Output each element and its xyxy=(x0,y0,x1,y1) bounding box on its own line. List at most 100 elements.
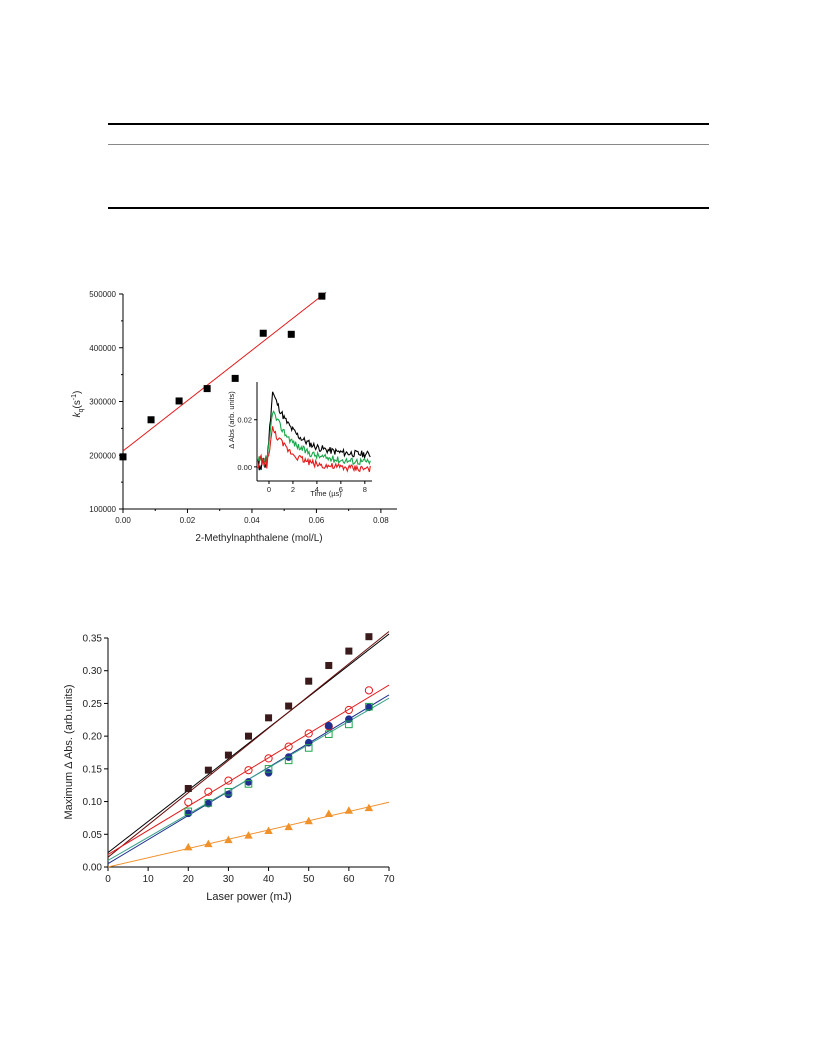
c1-inset-trace-green xyxy=(257,410,371,466)
c2-point xyxy=(224,776,233,785)
c2-x-tick-label: 10 xyxy=(143,874,155,885)
c2-point xyxy=(345,647,353,655)
c2-point xyxy=(284,742,293,751)
c1-point xyxy=(147,416,155,424)
c1-inset-y-tick-label: 0.00 xyxy=(237,463,252,472)
c1-y-axis-subscript: q xyxy=(78,408,85,412)
c1-y-tick-label: 300000 xyxy=(89,398,116,407)
c1-y-tick-label: 400000 xyxy=(89,344,116,353)
c1-inset-trace-red xyxy=(257,426,371,473)
c2-point xyxy=(184,807,193,816)
c1-fit-line xyxy=(122,291,327,452)
c1-point xyxy=(175,397,183,405)
c1-x-tick-label: 0.08 xyxy=(373,516,389,525)
c1-axes xyxy=(122,294,397,510)
c2-x-tick-label: 40 xyxy=(263,874,275,885)
c1-inset-x-axis-label: Time (µs) xyxy=(310,489,342,498)
c2-point xyxy=(224,787,233,796)
c2-x-tick-label: 50 xyxy=(303,874,315,885)
c2-point xyxy=(284,822,293,831)
c1-point xyxy=(318,292,326,300)
c1-inset-x-tick-label: 0 xyxy=(267,485,271,494)
c1-ticks: 0.00 0.02 0.04 0.06 0.0810000020000030000040… xyxy=(89,290,389,525)
c2-point xyxy=(324,721,333,730)
c2-point xyxy=(244,831,253,839)
c2-point xyxy=(344,806,354,814)
c2-ticks: 0 10 20 30 40 50 60 70 0.00 0.05 0.10 0.15 0.20 0.25 0… xyxy=(83,634,395,886)
c2-point xyxy=(364,803,374,812)
c2-point xyxy=(184,809,193,818)
c2-point xyxy=(204,787,213,796)
c2-fit-line xyxy=(107,684,390,855)
c1-inset-trace-black xyxy=(257,391,371,471)
c1-inset-x-tick-label: 2 xyxy=(291,485,295,494)
c1-point xyxy=(259,329,267,337)
c2-point xyxy=(264,754,273,763)
c1-inset-y-tick-label: 0.02 xyxy=(237,416,252,425)
c2-y-tick-label: 0.10 xyxy=(83,797,103,808)
c1-inset-y-axis-label: Δ Abs (arb. units) xyxy=(227,391,236,449)
c2-y-tick-label: 0.30 xyxy=(83,666,103,677)
c2-x-tick-label: 20 xyxy=(183,874,195,885)
c2-point xyxy=(264,768,273,777)
c2-x-tick-label: 70 xyxy=(383,874,395,885)
c1-x-axis-label: 2-Methylnaphthalene (mol/L) xyxy=(195,533,322,544)
c2-y-tick-label: 0.25 xyxy=(83,699,103,710)
c1-point xyxy=(287,330,295,338)
c1-x-tick-label: 0.06 xyxy=(309,516,325,525)
c2-y-tick-label: 0.00 xyxy=(83,863,103,874)
c2-point xyxy=(345,720,353,729)
c1-y-tick-label: 200000 xyxy=(89,451,116,460)
c2-y-tick-label: 0.05 xyxy=(83,830,103,841)
c2-x-axis-label: Laser power (mJ) xyxy=(206,891,292,903)
c2-point xyxy=(204,766,212,774)
c2-point xyxy=(224,835,233,844)
c1-point xyxy=(203,385,211,393)
c1-x-tick-label: 0.00 xyxy=(115,516,131,525)
c2-point xyxy=(364,686,374,695)
c1-y-tick-label: 100000 xyxy=(89,505,116,514)
c2-point xyxy=(204,839,213,848)
c2-point xyxy=(304,729,313,738)
c2-point xyxy=(365,702,373,711)
c2-point xyxy=(265,714,273,722)
c2-point xyxy=(305,677,313,685)
c1-x-tick-label: 0.02 xyxy=(180,516,196,525)
c2-fit-line xyxy=(107,631,390,858)
c1-inset-x-tick-label: 4 xyxy=(315,485,319,494)
c2-point xyxy=(324,730,333,738)
c2-point xyxy=(224,790,233,799)
table-rules xyxy=(108,123,709,209)
c2-point xyxy=(184,784,192,792)
quenching-rate-chart: 0.00 0.02 0.04 0.06 0.0810000020000030000040… xyxy=(71,290,397,544)
c2-y-tick-label: 0.15 xyxy=(83,764,103,775)
c2-y-axis-label: Maximum Δ Abs. (arb.units) xyxy=(63,684,75,819)
c2-point xyxy=(264,826,273,835)
c2-point xyxy=(324,809,333,818)
c2-point xyxy=(304,738,313,747)
c2-point xyxy=(365,633,373,641)
c2-point xyxy=(224,751,232,759)
c1-x-tick-label: 0.04 xyxy=(244,516,260,525)
c1-inset-x-tick-label: 8 xyxy=(363,485,367,494)
c1-y-axis-unit-exponent: -1 xyxy=(71,394,78,400)
c2-x-tick-label: 0 xyxy=(105,874,111,885)
c2-point xyxy=(365,703,373,712)
c1-inset-x-tick-label: 6 xyxy=(339,485,343,494)
c2-point xyxy=(285,702,293,710)
c1-inset-chart: 0 2 4 6 8 0.00 0.02 xyxy=(237,382,372,494)
c2-point xyxy=(304,744,313,752)
c2-data-points xyxy=(184,633,374,851)
laser-power-chart: 0 10 20 30 40 50 60 70 0.00 0.05 0.10 0.15 0.20 0.25 0… xyxy=(63,631,395,903)
c2-point xyxy=(204,799,213,808)
c2-point xyxy=(184,842,193,851)
c2-x-tick-label: 30 xyxy=(223,874,235,885)
c2-point xyxy=(304,816,313,825)
c1-y-axis-symbol: k xyxy=(72,411,83,417)
c1-y-tick-label: 500000 xyxy=(89,290,116,299)
c2-point xyxy=(244,778,253,786)
c2-point xyxy=(284,756,293,765)
c2-point xyxy=(184,798,193,807)
c2-point xyxy=(344,705,353,715)
c2-point xyxy=(245,732,252,740)
